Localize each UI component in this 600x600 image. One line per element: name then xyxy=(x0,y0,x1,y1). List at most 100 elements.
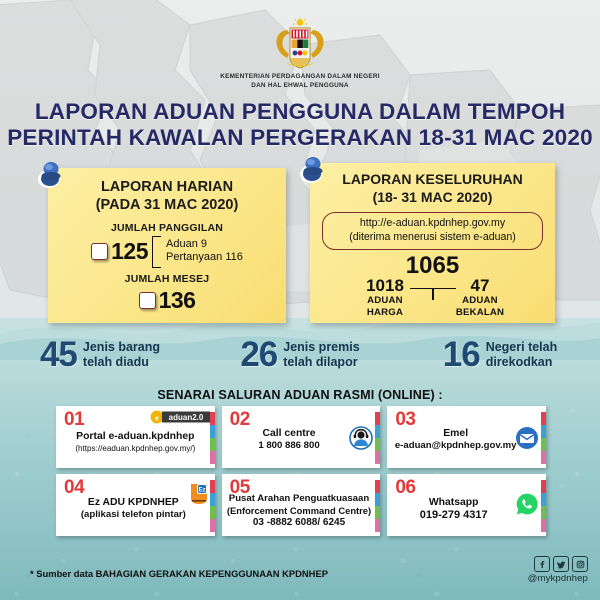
stat-premises-number: 26 xyxy=(240,335,278,374)
channel-body-06: Whatsapp 019-279 4317 xyxy=(393,496,514,521)
stat-premises-line1: Jenis premis xyxy=(283,340,360,354)
e-aduan-logo-icon: e aduan2.0 xyxy=(149,410,211,424)
stat-premises-label: Jenis premis telah dilapor xyxy=(283,340,359,370)
overall-title-sub: (18- 31 MAC 2020) xyxy=(372,189,493,205)
title-line-1: LAPORAN ADUAN PENGGUNA DALAM TEMPOH xyxy=(34,99,566,124)
card-color-tabs xyxy=(375,412,381,464)
email-envelope-icon xyxy=(515,426,539,450)
summary-stats: 45 Jenis barang telah diadu 26 Jenis pre… xyxy=(0,335,600,374)
channel-card-portal[interactable]: 01 e aduan2.0 Portal e-aduan.kpdnhep (ht… xyxy=(56,406,215,468)
messages-label: JUMLAH MESEJ xyxy=(124,273,210,285)
instagram-icon[interactable] xyxy=(572,556,588,572)
breakdown-price-value: 1018 xyxy=(366,276,404,295)
blue-pushpin-icon xyxy=(38,162,61,188)
breakdown-supply-label-1: ADUAN xyxy=(462,295,498,306)
overall-report-title: LAPORAN KESELURUHAN (18- 31 MAC 2020) xyxy=(310,163,555,206)
channel-body-04: Ez ADU KPDNHEP (aplikasi telefon pintar) xyxy=(76,496,191,521)
channel-index-05: 05 xyxy=(229,477,251,498)
social-handle: @mykpdnhep xyxy=(527,573,588,584)
background-wave xyxy=(0,322,600,360)
messages-checkbox-icon xyxy=(138,292,156,309)
breakdown-supply-label-2: BEKALAN xyxy=(455,306,505,318)
channel-index-03: 03 xyxy=(395,409,416,430)
stat-goods-number: 45 xyxy=(39,335,78,374)
channel-card-enforcement-centre[interactable]: 05 Pusat Arahan Penguatkuasaan (Enforcem… xyxy=(221,474,381,536)
stat-goods: 45 Jenis barang telah diadu xyxy=(0,335,200,374)
card-color-tabs xyxy=(541,412,547,464)
calls-brace-icon xyxy=(152,236,161,268)
channels-row-2: 04 Ez Ez ADU KPDNHEP (aplikasi telefon p… xyxy=(56,474,547,536)
overall-title-main: LAPORAN KESELURUHAN xyxy=(342,171,523,187)
channel-title-01: Portal e-aduan.kpdnhep xyxy=(76,431,195,442)
stat-states-label: Negeri telah direkodkan xyxy=(486,340,558,370)
eaduan-url: http://e-aduan.kpdnhep.gov.my xyxy=(359,217,506,229)
call-centre-agent-icon xyxy=(349,426,374,450)
stat-premises-line2: telah dilapor xyxy=(283,355,358,369)
breakdown-supply-value: 47 xyxy=(470,276,490,295)
calls-label: JUMLAH PANGGILAN xyxy=(110,222,224,234)
stat-goods-label: Jenis barang telah diadu xyxy=(83,340,160,370)
channel-title-06: Whatsapp xyxy=(428,497,479,508)
daily-title-main: LAPORAN HARIAN xyxy=(100,179,234,195)
page-title: LAPORAN ADUAN PENGGUNA DALAM TEMPOH PERI… xyxy=(0,99,600,151)
social-icons xyxy=(528,556,588,572)
breakdown-connector-icon xyxy=(409,277,456,300)
channel-body-05: Pusat Arahan Penguatkuasaan (Enforcement… xyxy=(226,493,373,529)
twitter-icon[interactable] xyxy=(553,556,569,572)
channels-row-1: 01 e aduan2.0 Portal e-aduan.kpdnhep (ht… xyxy=(56,406,547,468)
calls-breakdown-1: Aduan 9 xyxy=(166,238,207,250)
malaysia-coat-of-arms-icon xyxy=(276,18,324,69)
header: KEMENTERIAN PERDAGANGAN DALAM NEGERI DAN… xyxy=(0,18,600,90)
breakdown-price-label-1: ADUAN xyxy=(367,295,403,306)
svg-text:aduan2.0: aduan2.0 xyxy=(168,413,203,422)
card-color-tabs xyxy=(375,480,381,532)
channel-index-01: 01 xyxy=(64,409,85,430)
card-color-tabs xyxy=(541,480,547,532)
stat-states-line1: Negeri telah xyxy=(485,340,558,354)
channel-index-02: 02 xyxy=(229,409,251,430)
channel-title-04: Ez ADU KPDNHEP xyxy=(87,497,179,508)
calls-value: 125 xyxy=(111,237,148,264)
daily-title-sub: (PADA 31 MAC 2020) xyxy=(95,197,239,213)
stat-states-line2: direkodkan xyxy=(485,355,553,369)
calls-checkbox-icon xyxy=(91,242,109,260)
stat-states-number: 16 xyxy=(442,335,481,374)
channel-detail-04: (aplikasi telefon pintar) xyxy=(80,509,186,520)
channel-index-04: 04 xyxy=(64,477,85,498)
channel-detail-02: 1 800 886 800 xyxy=(258,440,320,451)
channel-card-ez-adu-app[interactable]: 04 Ez Ez ADU KPDNHEP (aplikasi telefon p… xyxy=(56,474,215,536)
channel-detail-06: 019-279 4317 xyxy=(419,509,488,521)
ministry-line-2: DAN HAL EHWAL PENGGUNA xyxy=(251,81,349,89)
stat-goods-line1: Jenis barang xyxy=(82,340,161,354)
facebook-icon[interactable] xyxy=(534,556,550,572)
daily-report-title: LAPORAN HARIAN (PADA 31 MAC 2020) xyxy=(48,168,286,214)
card-color-tabs xyxy=(209,480,215,532)
breakdown-price: 1018 ADUAN HARGA xyxy=(346,277,424,318)
blue-pushpin-icon xyxy=(300,157,323,183)
channel-card-whatsapp[interactable]: 06 Whatsapp 019-279 4317 xyxy=(387,474,547,536)
svg-text:Ez: Ez xyxy=(198,487,205,493)
channel-detail-01: (https://eaduan.kpdnhep.gov.my/) xyxy=(75,444,196,453)
messages-value: 136 xyxy=(158,287,196,313)
ministry-name: KEMENTERIAN PERDAGANGAN DALAM NEGERI DAN… xyxy=(0,73,600,90)
channel-detail-05: 03 -8882 6088/ 6245 xyxy=(252,517,346,528)
channel-title-02: Call centre xyxy=(262,428,316,439)
stat-goods-line2: telah diadu xyxy=(82,355,149,369)
ministry-line-1: KEMENTERIAN PERDAGANGAN DALAM NEGERI xyxy=(220,73,380,80)
overall-breakdown: 1018 ADUAN HARGA 47 ADUAN BEKALAN xyxy=(310,277,555,325)
channel-card-call-centre[interactable]: 02 Call centre 1 800 886 800 xyxy=(221,406,381,468)
channel-card-email[interactable]: 03 Emel e-aduan@kpdnhep.gov.my xyxy=(387,406,547,468)
calls-row: 125 Aduan 9 Pertanyaan 116 xyxy=(48,236,286,268)
messages-row: 136 xyxy=(48,287,286,314)
breakdown-price-label-2: HARGA xyxy=(366,306,404,318)
eaduan-url-box[interactable]: http://e-aduan.kpdnhep.gov.my (diterima … xyxy=(322,212,543,250)
channel-body-02: Call centre 1 800 886 800 xyxy=(228,427,351,452)
calls-breakdown: Aduan 9 Pertanyaan 116 xyxy=(166,238,243,264)
social-block: @mykpdnhep xyxy=(528,556,588,584)
overall-total: 1065 xyxy=(405,252,460,279)
channel-title-05: Pusat Arahan Penguatkuasaan xyxy=(228,493,370,504)
breakdown-supply: 47 ADUAN BEKALAN xyxy=(441,277,519,318)
channel-index-06: 06 xyxy=(395,477,416,498)
channel-body-03: Emel e-aduan@kpdnhep.gov.my xyxy=(393,427,518,452)
